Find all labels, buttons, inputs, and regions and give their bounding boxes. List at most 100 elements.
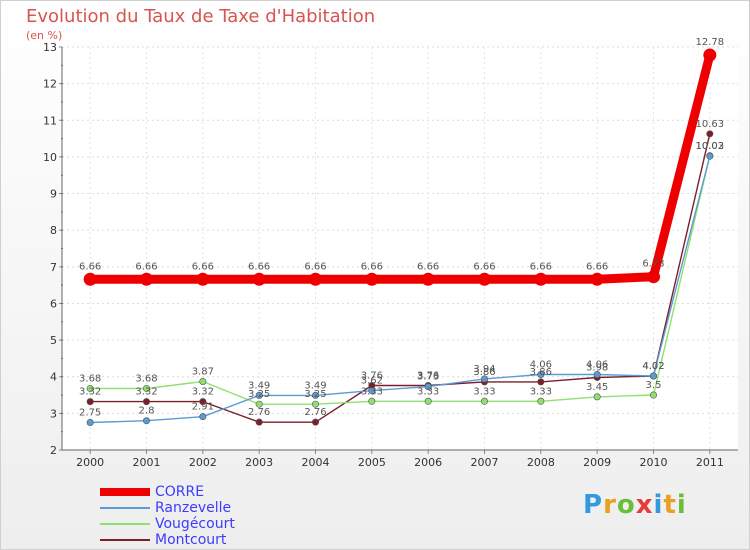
- logo-letter: r: [603, 490, 617, 520]
- data-label: 3.33: [530, 386, 552, 397]
- data-label: 6.73: [642, 259, 664, 270]
- data-point: [424, 383, 432, 391]
- y-tick-label: 3: [50, 407, 57, 420]
- data-point: [365, 272, 379, 286]
- y-tick-label: 5: [50, 334, 57, 347]
- proxiti-logo: Proxiti: [583, 490, 687, 520]
- data-label: 2.76: [248, 407, 270, 418]
- data-point: [309, 272, 322, 286]
- data-point: [140, 272, 153, 286]
- series-line-corre: [85, 50, 715, 284]
- data-point: [311, 391, 319, 399]
- legend-swatch-vougecourt: [100, 523, 150, 525]
- data-label: 3.32: [192, 387, 214, 398]
- data-label: 3.73: [417, 372, 439, 383]
- data-point: [199, 413, 207, 421]
- data-label: 3.68: [135, 373, 157, 384]
- x-tick-label: 2009: [583, 456, 611, 469]
- logo-letter: o: [616, 490, 636, 520]
- data-label: 3.25: [304, 389, 326, 400]
- x-tick-label: 2000: [76, 456, 104, 469]
- data-label: 6.66: [135, 261, 157, 272]
- x-tick-label: 2005: [358, 456, 386, 469]
- data-point: [143, 384, 151, 392]
- data-point: [590, 272, 604, 286]
- data-label: 3.5: [646, 380, 662, 391]
- y-axis-unit-label: (en %): [26, 29, 63, 42]
- data-point: [703, 48, 717, 62]
- series-line-vougécourt: [89, 155, 711, 405]
- y-tick-label: 4: [50, 371, 57, 384]
- data-point: [649, 391, 657, 399]
- x-tick-label: 2007: [471, 456, 499, 469]
- data-label: 2.8: [139, 406, 155, 417]
- data-point: [421, 272, 435, 286]
- x-tick-label: 2001: [133, 456, 161, 469]
- legend-label-corre: CORRE: [155, 484, 205, 500]
- data-point: [86, 398, 94, 406]
- data-label: 3.49: [304, 380, 326, 391]
- data-label: 3.49: [248, 380, 270, 391]
- data-label: 4.06: [530, 360, 552, 371]
- data-label: 6.66: [79, 261, 101, 272]
- data-label: 3.45: [586, 382, 608, 393]
- data-point: [368, 397, 376, 405]
- y-tick-label: 6: [50, 297, 57, 310]
- data-label: 2.75: [79, 408, 101, 419]
- data-label: 6.66: [361, 261, 383, 272]
- data-label: 3.94: [473, 364, 495, 375]
- x-tick-label: 2008: [527, 456, 555, 469]
- data-label: 12.78: [696, 37, 725, 48]
- data-point: [534, 272, 548, 286]
- data-label: 3.86: [530, 367, 552, 378]
- data-label: 3.25: [248, 389, 270, 400]
- y-tick-label: 10: [43, 151, 57, 164]
- logo-letter: i: [676, 490, 687, 520]
- data-label: 6.66: [304, 261, 326, 272]
- data-point: [593, 393, 601, 401]
- data-point: [199, 377, 207, 385]
- data-point: [255, 400, 263, 408]
- data-label: 4.02: [642, 361, 664, 372]
- data-point: [706, 152, 714, 160]
- data-point: [480, 375, 488, 383]
- legend-label-montcourt: Montcourt: [155, 532, 227, 548]
- x-tick-label: 2002: [189, 456, 217, 469]
- data-point: [706, 130, 714, 138]
- legend-item-montcourt: Montcourt: [100, 532, 235, 548]
- data-point: [83, 272, 97, 286]
- data-label: 2.91: [192, 402, 214, 413]
- data-point: [537, 371, 545, 379]
- logo-letter: i: [653, 490, 664, 520]
- data-label: 10.02: [696, 141, 725, 152]
- data-point: [537, 378, 545, 386]
- data-label: 6.66: [473, 261, 495, 272]
- data-point: [143, 398, 151, 406]
- data-label: 2.76: [304, 407, 326, 418]
- x-tick-label: 2003: [245, 456, 273, 469]
- data-point: [196, 272, 210, 286]
- data-point: [647, 270, 660, 284]
- series-line-ranzevelle: [89, 155, 711, 424]
- logo-letter: x: [635, 490, 654, 520]
- legend: CORRE Ranzevelle Vougécourt Montcourt: [100, 484, 235, 548]
- data-label: 3.33: [361, 386, 383, 397]
- y-tick-label: 9: [50, 188, 57, 201]
- data-point: [199, 398, 207, 406]
- data-point: [143, 417, 151, 425]
- data-point: [86, 384, 94, 392]
- legend-item-ranzevelle: Ranzevelle: [100, 500, 235, 516]
- data-label: 6.66: [192, 261, 214, 272]
- logo-letter: P: [583, 490, 604, 520]
- logo-letter: t: [663, 490, 677, 520]
- data-label: 3.87: [192, 366, 214, 377]
- y-tick-label: 12: [43, 78, 57, 91]
- data-label: 3.33: [417, 386, 439, 397]
- x-tick-label: 2010: [640, 456, 668, 469]
- data-point: [86, 419, 94, 427]
- data-point: [311, 418, 319, 426]
- legend-swatch-corre: [100, 488, 150, 496]
- data-label: 10.03: [696, 141, 725, 152]
- data-label: 3.32: [79, 387, 101, 398]
- data-point: [311, 400, 319, 408]
